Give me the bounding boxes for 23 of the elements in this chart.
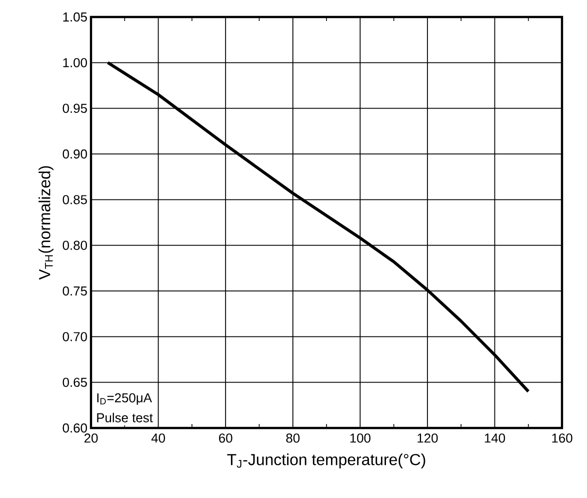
y-tick-label: 1.00 [63,58,87,68]
y-tick-label: 0.90 [62,149,87,159]
x-tick-label: 140 [484,434,506,443]
y-tick-label: 0.75 [62,286,87,296]
y-axis-title: V$_{TH}$(normalized) [38,166,54,280]
x-tick-label: 60 [219,434,232,443]
x-tick-label: 80 [286,434,300,443]
y-tick-label: 0.65 [62,378,87,387]
annotation: Pulse test [97,412,153,422]
x-tick-label: 40 [151,434,165,443]
annotation: I$_{D}$=250μA [97,393,152,405]
x-tick-label: 20 [84,434,98,443]
y-tick-label: 0.85 [62,195,87,204]
y-tick-label: 0.60 [62,423,87,433]
line-series [106,61,530,393]
y-tick-label: 0.95 [62,104,87,113]
y-tick-label: 0.70 [62,332,87,342]
y-tick-label: 1.05 [63,12,87,22]
x-tick-label: 160 [552,434,572,443]
x-axis-title: T$_{J}$-Junction temperature(°C) [227,454,426,468]
x-tick-label: 120 [418,434,438,443]
y-tick-label: 0.80 [62,240,87,250]
x-tick-label: 100 [350,434,370,443]
